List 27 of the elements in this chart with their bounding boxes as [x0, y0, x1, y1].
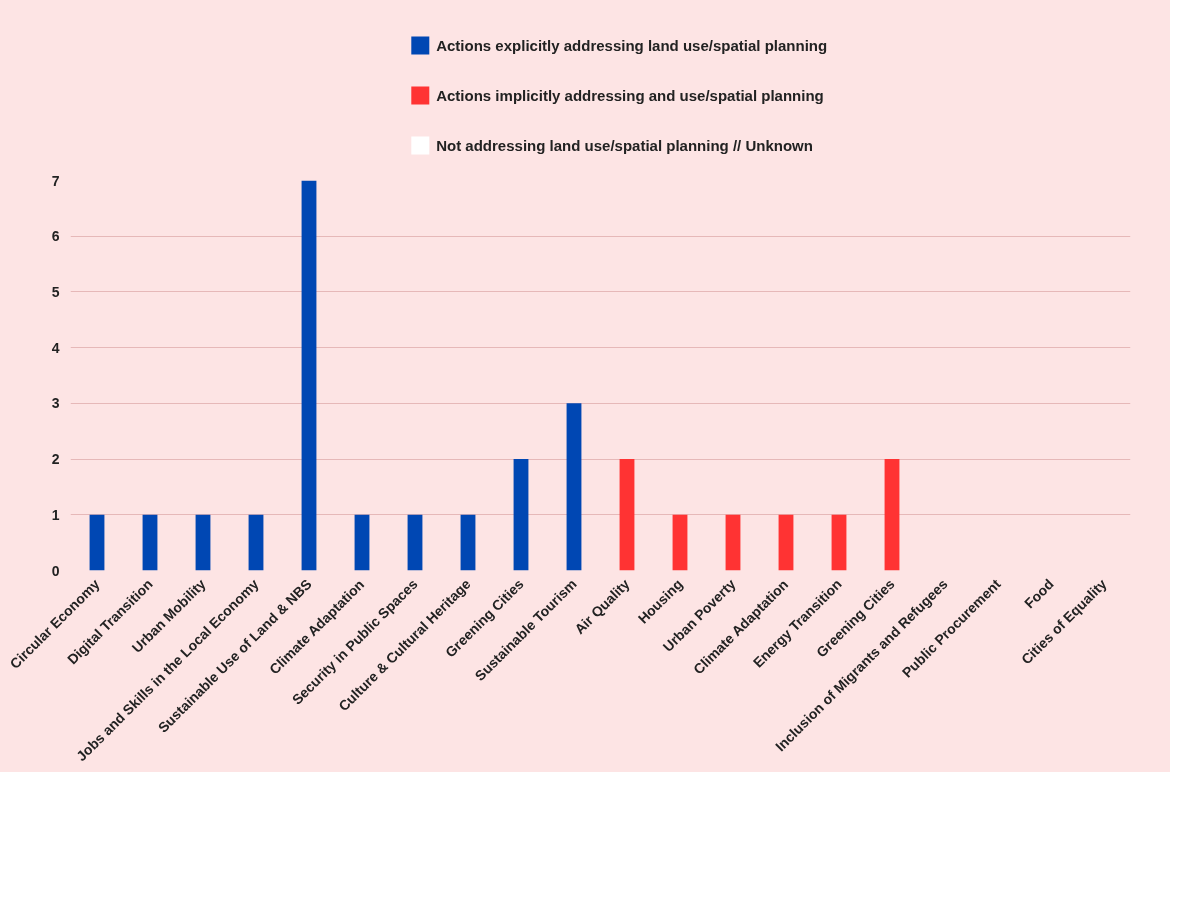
bar — [460, 514, 476, 571]
bar — [884, 459, 900, 571]
bar — [195, 514, 211, 571]
bar — [619, 459, 635, 571]
bar — [354, 514, 370, 571]
y-tick-label: 0 — [51, 562, 60, 579]
y-tick-label: 5 — [51, 283, 60, 300]
bar — [566, 403, 582, 571]
legend-label: Actions explicitly addressing land use/spatial planning — [436, 37, 828, 54]
bar — [407, 514, 423, 571]
bar — [301, 180, 317, 571]
y-tick-label: 3 — [51, 395, 60, 412]
y-tick-label: 7 — [51, 172, 60, 189]
bar — [725, 514, 741, 571]
bar — [89, 514, 105, 571]
legend-label: Actions implicitly addressing and use/spatial planning — [436, 87, 824, 104]
bar — [513, 459, 529, 571]
bar — [672, 514, 688, 571]
bar — [248, 514, 264, 571]
bar — [142, 514, 158, 571]
y-tick-label: 4 — [51, 339, 60, 356]
bar — [778, 514, 794, 571]
bar — [831, 514, 847, 571]
y-tick-label: 2 — [51, 451, 60, 468]
y-tick-label: 6 — [51, 228, 60, 245]
y-tick-label: 1 — [51, 506, 60, 523]
legend-label: Not addressing land use/spatial planning // Unknown — [436, 137, 813, 154]
